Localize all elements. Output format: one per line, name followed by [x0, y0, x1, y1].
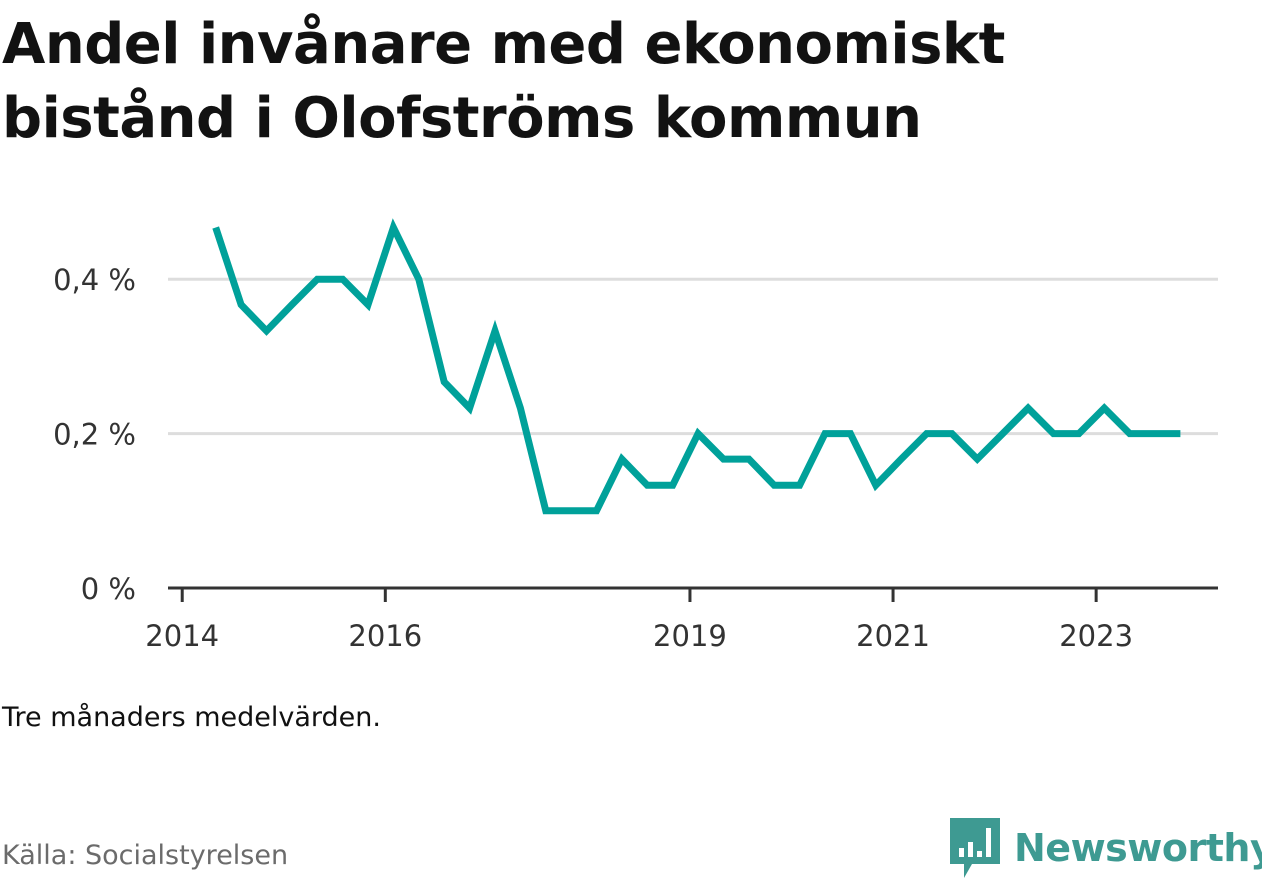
y-axis-labels: 0 % 0,2 % 0,4 % [53, 263, 136, 606]
x-tick-label: 2016 [348, 619, 422, 653]
series-line [212, 218, 1181, 515]
brand-logo[interactable]: Newsworthy [950, 818, 1262, 878]
chart-title: Andel invånare med ekonomiskt bistånd i … [2, 12, 1005, 151]
series [212, 218, 1181, 515]
brand-name: Newsworthy [1014, 826, 1262, 870]
chart-note: Tre månaders medelvärden. [2, 702, 381, 733]
x-tick-label: 2021 [856, 619, 930, 653]
x-tick-label: 2019 [653, 619, 727, 653]
y-tick-label: 0,4 % [53, 263, 136, 297]
y-tick-label: 0,2 % [53, 418, 136, 452]
x-tick-label: 2014 [145, 619, 219, 653]
newsworthy-logo-icon [950, 818, 1000, 878]
gridlines [168, 277, 1218, 436]
y-tick-label: 0 % [81, 572, 136, 606]
source-label: Källa: Socialstyrelsen [2, 840, 289, 871]
x-axis: 2014 2016 2019 2021 2023 [145, 586, 1218, 653]
x-tick-label: 2023 [1059, 619, 1133, 653]
